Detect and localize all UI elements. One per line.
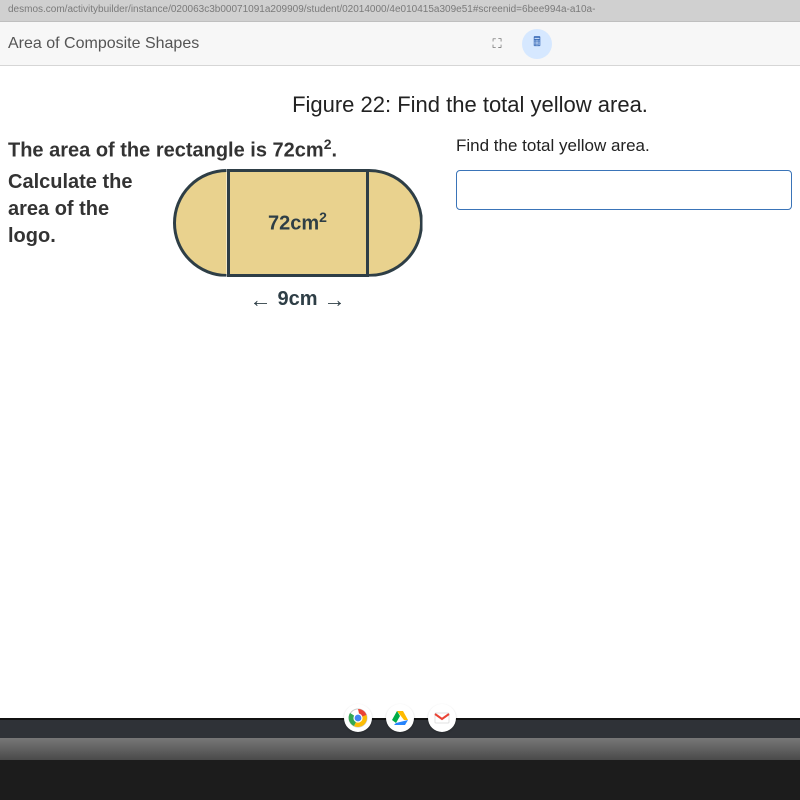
- url-text: desmos.com/activitybuilder/instance/0200…: [8, 4, 595, 15]
- answer-input[interactable]: [456, 170, 792, 210]
- figure-title: Figure 22: Find the total yellow area.: [0, 92, 800, 118]
- prompt-line-1: The area of the rectangle is 72cm2.: [8, 136, 438, 163]
- divider-right: [366, 169, 369, 277]
- app-header: Area of Composite Shapes ⛶ 🖩: [0, 22, 800, 66]
- arrow-right-icon: →: [324, 285, 346, 315]
- width-dimension: ← 9cm →: [249, 285, 345, 315]
- prompt-val: 72cm: [273, 140, 324, 162]
- chromeos-shelf: [0, 698, 800, 738]
- answer-instruction: Find the total yellow area.: [456, 136, 792, 156]
- prompt-rest: Calculate the area of the logo.: [8, 169, 143, 315]
- activity-content: Figure 22: Find the total yellow area. T…: [0, 66, 800, 718]
- laptop-hinge: [0, 738, 800, 760]
- prompt-pre: The area of the rectangle is: [8, 140, 273, 162]
- stadium-shape: 72cm2: [173, 169, 423, 277]
- rect-label-sup: 2: [319, 209, 327, 225]
- rect-label-val: 72cm: [268, 212, 319, 234]
- width-label: 9cm: [277, 286, 317, 313]
- divider-left: [227, 169, 230, 277]
- rectangle-center: 72cm2: [227, 169, 369, 277]
- logo-figure: 72cm2 ← 9cm →: [157, 165, 438, 315]
- laptop-base: [0, 760, 800, 800]
- fullscreen-icon[interactable]: ⛶: [482, 29, 512, 59]
- drive-icon[interactable]: [386, 704, 414, 732]
- arrow-left-icon: ←: [249, 285, 271, 315]
- prompt-post: .: [331, 140, 337, 162]
- gmail-icon[interactable]: [428, 704, 456, 732]
- chrome-icon[interactable]: [344, 704, 372, 732]
- browser-url-bar[interactable]: desmos.com/activitybuilder/instance/0200…: [0, 0, 800, 22]
- page-title: Area of Composite Shapes: [8, 35, 199, 53]
- calculator-icon[interactable]: 🖩: [522, 29, 552, 59]
